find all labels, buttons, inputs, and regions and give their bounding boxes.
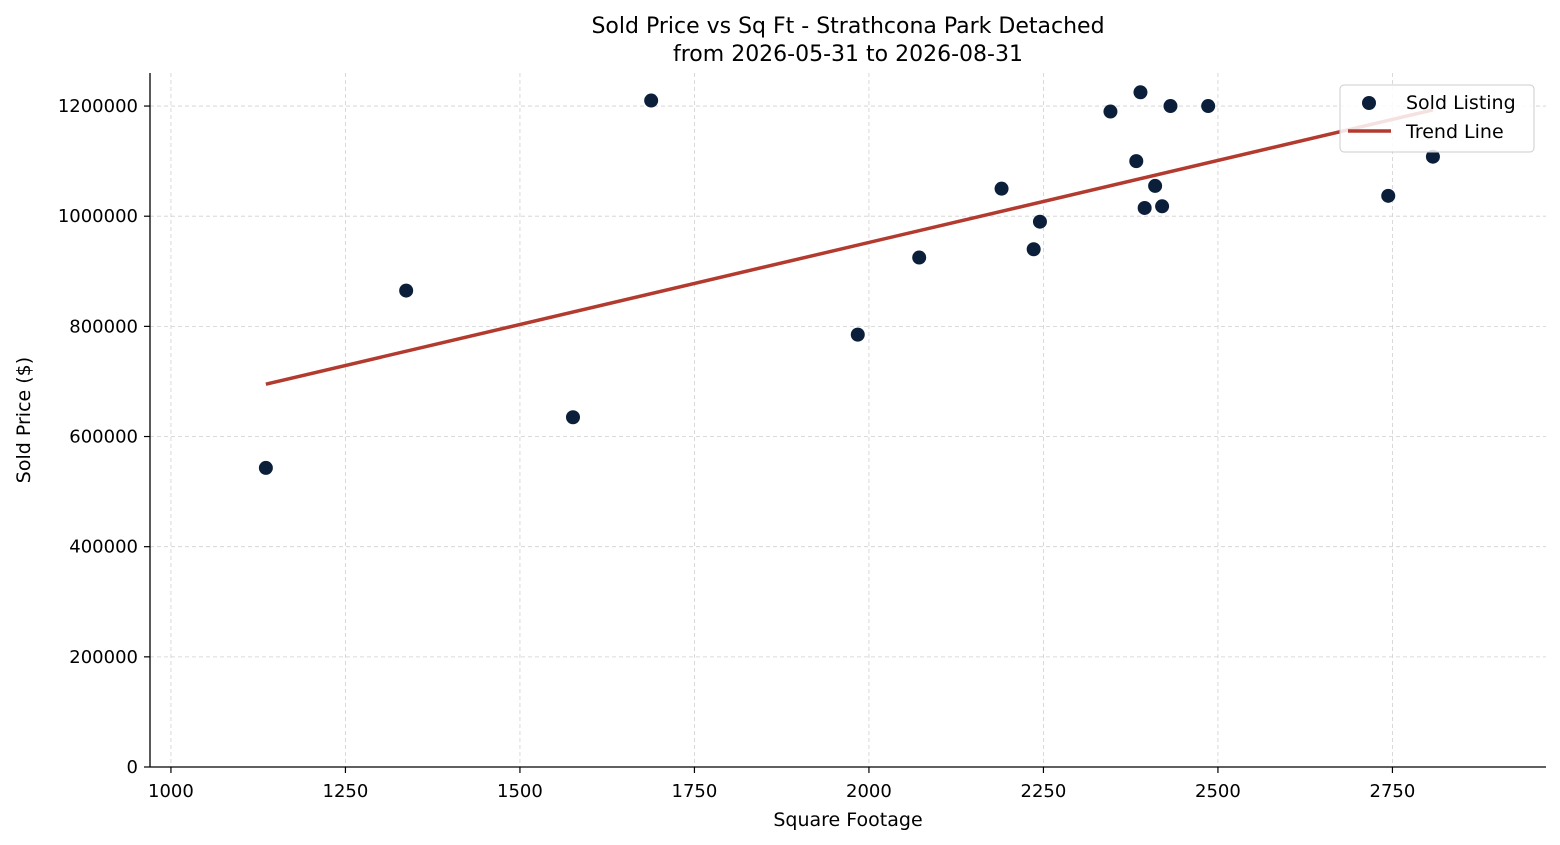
data-point: [644, 93, 659, 108]
data-point: [912, 250, 927, 265]
data-point: [258, 460, 273, 475]
chart-title: Sold Price vs Sq Ft - Strathcona Park De…: [591, 14, 1104, 39]
data-point: [1163, 99, 1178, 114]
data-point: [1032, 214, 1047, 229]
y-tick-label: 0: [127, 757, 138, 778]
legend-box: [1339, 84, 1535, 153]
y-tick-label: 1000000: [58, 206, 138, 227]
legend: Sold Listing Trend Line: [1339, 84, 1535, 153]
data-points: [258, 85, 1440, 475]
data-point: [850, 327, 865, 342]
y-axis-label: Sold Price ($): [13, 357, 35, 483]
x-tick-label: 1000: [148, 781, 194, 802]
data-point: [1103, 104, 1118, 119]
x-tick-label: 2250: [1021, 781, 1067, 802]
y-tick-label: 400000: [69, 537, 138, 558]
x-tick-label: 2750: [1370, 781, 1416, 802]
y-tick-label: 800000: [69, 316, 138, 337]
data-point: [565, 410, 580, 425]
x-tick-label: 2000: [846, 781, 892, 802]
data-point: [994, 181, 1009, 196]
data-point: [1201, 99, 1216, 114]
trend-line: [265, 108, 1434, 386]
data-point: [1381, 188, 1396, 203]
legend-point-swatch: [1362, 96, 1376, 110]
x-tick-label: 2500: [1195, 781, 1241, 802]
chart-subtitle: from 2026-05-31 to 2026-08-31: [673, 42, 1023, 67]
data-point: [1129, 154, 1144, 169]
x-axis-ticks: 1000 1250 1500 1750 2000 2250 2500 2750: [148, 767, 1415, 802]
trend-line-layer: [265, 108, 1434, 386]
data-point: [1133, 85, 1148, 100]
grid-lines: [150, 73, 1546, 768]
data-point: [1137, 200, 1152, 215]
x-tick-label: 1250: [323, 781, 369, 802]
legend-label-trend-line: Trend Line: [1405, 121, 1504, 143]
data-point: [1148, 178, 1163, 193]
y-tick-label: 200000: [69, 647, 138, 668]
x-axis-label: Square Footage: [773, 809, 922, 831]
data-point: [399, 283, 414, 298]
y-axis-ticks: 0 200000 400000 600000 800000 1000000 1200000: [58, 96, 150, 778]
legend-label-sold-listing: Sold Listing: [1406, 92, 1516, 114]
x-tick-label: 1500: [497, 781, 543, 802]
data-point: [1425, 149, 1440, 164]
data-point: [1026, 242, 1041, 257]
y-tick-label: 1200000: [58, 96, 138, 117]
y-tick-label: 600000: [69, 427, 138, 448]
data-point: [1155, 199, 1170, 214]
x-tick-label: 1750: [672, 781, 718, 802]
